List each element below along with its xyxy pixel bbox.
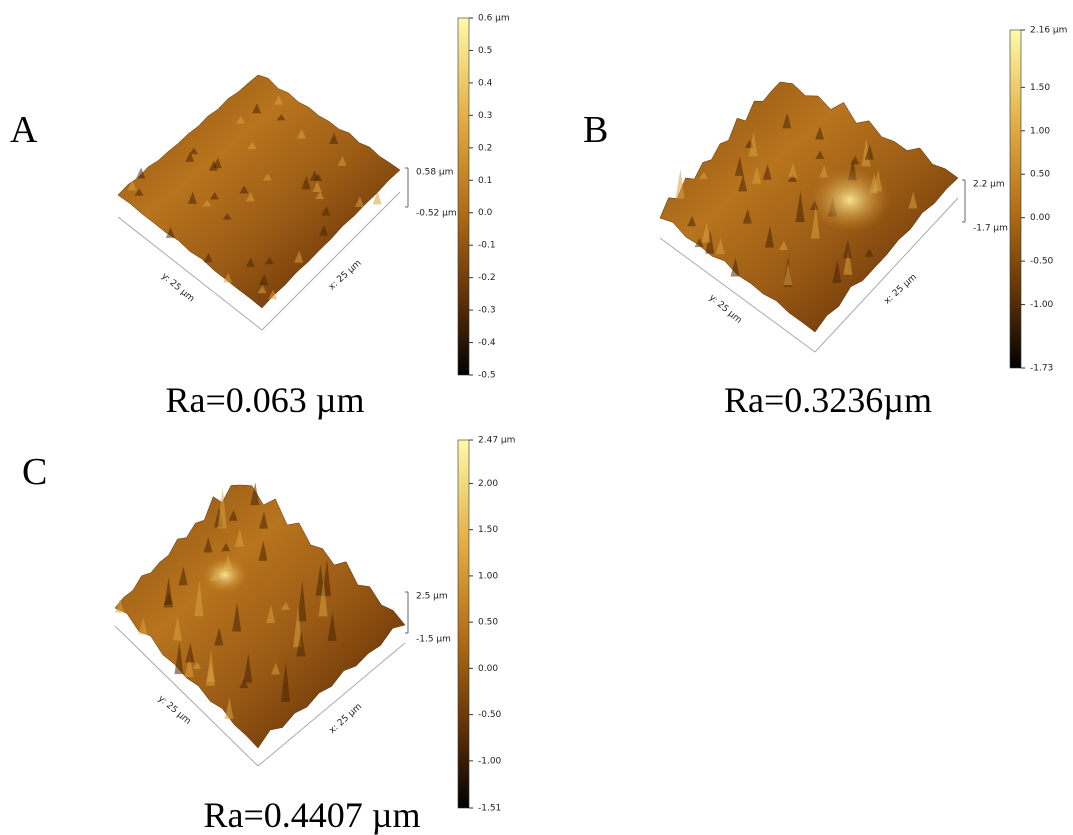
x-axis-label: x: 25 µm (328, 702, 364, 736)
colorbar-tick-label: -0.50 (1030, 257, 1054, 267)
afm-panel: By: 25 µm x: 25 µm 2.2 µm -1.7 µm 2.16 µm 1.5… (583, 26, 1067, 421)
afm-panel: Cy: 25 µm x: 25 µm 2.5 µm -1.5 µm 2.47 µm 2.0… (22, 436, 515, 835)
y-axis-label: y: 25 µm (159, 271, 196, 304)
colorbar-tick-label: -0.3 (478, 306, 496, 316)
panel-label: B (583, 109, 608, 151)
colorbar-tick-label: 0.50 (1030, 170, 1050, 180)
afm-highlight (810, 168, 890, 232)
colorbar (1010, 30, 1021, 368)
colorbar-tick-label: 0.00 (1030, 213, 1050, 223)
colorbar-tick-label: 2.47 µm (478, 436, 515, 446)
caption: Ra=0.4407 µm (203, 795, 420, 835)
colorbar-tick-label: 2.00 (478, 479, 498, 489)
x-axis-label: x: 25 µm (327, 258, 363, 292)
colorbar-tick-label: 1.50 (1030, 83, 1050, 93)
x-axis-label: x: 25 µm (883, 272, 919, 306)
colorbar-tick-label: -1.73 (1030, 364, 1053, 374)
caption: Ra=0.3236µm (724, 380, 932, 420)
colorbar-tick-label: -0.5 (478, 371, 496, 381)
colorbar-tick-label: 1.50 (478, 525, 498, 535)
colorbar-tick-label: -0.2 (478, 273, 496, 283)
y-axis-label: y: 25 µm (707, 293, 744, 326)
afm-highlight (203, 557, 247, 592)
colorbar-tick-label: 0.3 (478, 111, 492, 121)
figure: Ay: 25 µm x: 25 µm 0.58 µm -0.52 µm 0.6 µm 0.… (0, 0, 1073, 835)
caption: Ra=0.063 µm (165, 380, 364, 420)
colorbar-tick-label: 1.00 (1030, 126, 1050, 136)
z-max-label: 2.2 µm (973, 180, 1005, 190)
colorbar-tick-label: -1.00 (478, 756, 502, 766)
colorbar-tick-label: 0.2 (478, 143, 492, 153)
colorbar (458, 440, 469, 808)
colorbar-tick-label: -1.00 (1030, 300, 1054, 310)
colorbar-tick-label: -0.4 (478, 338, 496, 348)
colorbar-tick-label: 0.5 (478, 46, 492, 56)
z-min-label: -0.52 µm (416, 209, 457, 219)
colorbar (458, 18, 469, 375)
z-min-label: -1.5 µm (416, 635, 451, 645)
colorbar-tick-label: -0.50 (478, 710, 502, 720)
panel-label: A (10, 109, 38, 151)
colorbar-tick-label: 0.1 (478, 176, 492, 186)
panel-label: C (22, 451, 47, 493)
colorbar-tick-label: 0.0 (478, 208, 493, 218)
afm-panel: Ay: 25 µm x: 25 µm 0.58 µm -0.52 µm 0.6 µm 0.… (10, 14, 510, 421)
colorbar-tick-label: -1.51 (478, 804, 501, 814)
colorbar-tick-label: 1.00 (478, 571, 498, 581)
colorbar-tick-label: 0.50 (478, 618, 498, 628)
y-axis-label: y: 25 µm (156, 694, 193, 727)
colorbar-tick-label: 0.00 (478, 664, 498, 674)
z-min-label: -1.7 µm (973, 224, 1008, 234)
z-max-label: 0.58 µm (416, 168, 453, 178)
colorbar-tick-label: 0.4 (478, 78, 493, 88)
colorbar-tick-label: 2.16 µm (1030, 26, 1067, 36)
z-max-label: 2.5 µm (416, 592, 448, 602)
colorbar-tick-label: 0.6 µm (478, 14, 510, 24)
colorbar-tick-label: -0.1 (478, 241, 496, 251)
